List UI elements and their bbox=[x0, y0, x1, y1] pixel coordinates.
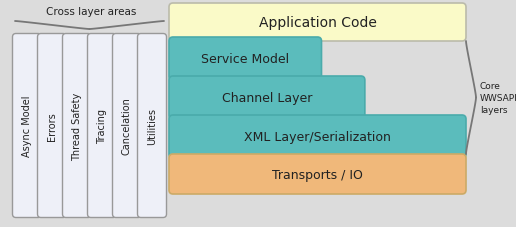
Text: Utilities: Utilities bbox=[147, 108, 157, 144]
Text: Transports / IO: Transports / IO bbox=[272, 168, 363, 181]
Text: Async Model: Async Model bbox=[22, 95, 32, 157]
Text: Cancelation: Cancelation bbox=[122, 97, 132, 155]
FancyBboxPatch shape bbox=[38, 34, 67, 217]
FancyBboxPatch shape bbox=[12, 34, 41, 217]
Text: Cross layer areas: Cross layer areas bbox=[46, 7, 137, 17]
FancyBboxPatch shape bbox=[88, 34, 117, 217]
FancyBboxPatch shape bbox=[137, 34, 167, 217]
FancyBboxPatch shape bbox=[169, 116, 466, 158]
Text: Tracing: Tracing bbox=[97, 109, 107, 143]
Text: XML Layer/Serialization: XML Layer/Serialization bbox=[244, 131, 391, 143]
Text: Application Code: Application Code bbox=[259, 16, 377, 30]
Text: Thread Safety: Thread Safety bbox=[72, 92, 82, 160]
FancyBboxPatch shape bbox=[169, 77, 365, 119]
Text: Core
WWSAPI
layers: Core WWSAPI layers bbox=[480, 82, 516, 114]
FancyBboxPatch shape bbox=[169, 154, 466, 194]
FancyBboxPatch shape bbox=[112, 34, 141, 217]
Text: Channel Layer: Channel Layer bbox=[222, 92, 312, 105]
Text: Errors: Errors bbox=[47, 112, 57, 140]
FancyBboxPatch shape bbox=[62, 34, 91, 217]
FancyBboxPatch shape bbox=[169, 38, 321, 81]
FancyBboxPatch shape bbox=[169, 4, 466, 42]
Text: Service Model: Service Model bbox=[201, 53, 289, 66]
